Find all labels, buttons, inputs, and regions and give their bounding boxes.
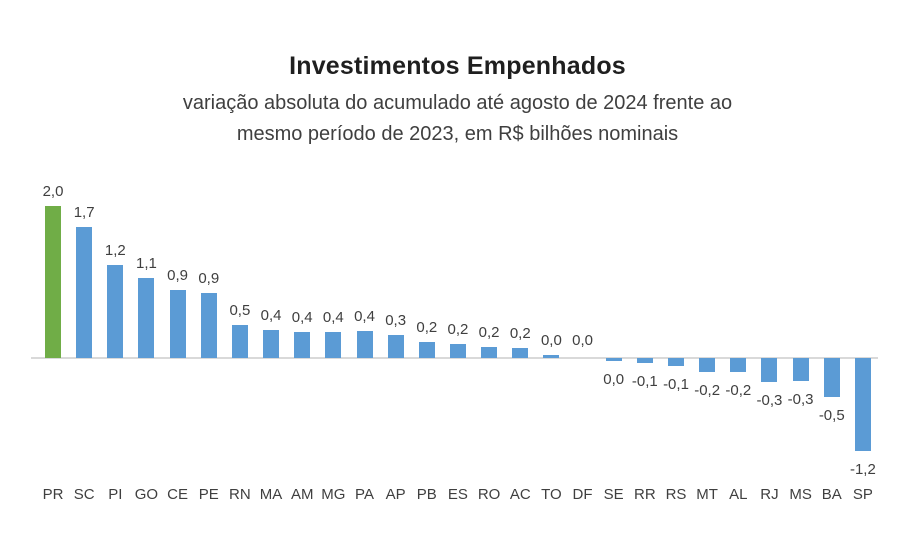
chart-subtitle-line-1: variação absoluta do acumulado até agost…	[182, 92, 733, 114]
value-label-rr: -0,1	[631, 373, 658, 391]
bar-ap	[387, 335, 404, 358]
value-label-sp: -1,2	[849, 461, 876, 479]
x-axis-label-pr: PR	[42, 486, 64, 503]
bar-ma	[263, 329, 280, 358]
bar-ro	[481, 346, 498, 358]
x-axis-label-pb: PB	[416, 486, 437, 503]
bar-ba	[823, 358, 840, 397]
value-label-am: 0,4	[291, 309, 313, 327]
bar-pb	[418, 342, 435, 358]
bar-rn	[231, 325, 248, 358]
value-label-al: -0,2	[725, 381, 752, 399]
bar-mt	[699, 358, 716, 372]
value-label-ba: -0,5	[818, 406, 845, 424]
x-axis-label-rs: RS	[665, 486, 687, 503]
x-axis-label-pe: PE	[198, 486, 219, 503]
bar-ce	[169, 290, 186, 358]
x-axis-label-to: TO	[541, 486, 562, 503]
bar-rj	[761, 358, 778, 382]
chart-subtitle-line-2: mesmo período de 2023, em R$ bilhões nom…	[236, 123, 679, 145]
bar-sp	[854, 358, 871, 452]
x-axis-label-ms: MS	[789, 486, 812, 503]
value-label-es: 0,2	[447, 320, 469, 338]
x-axis-label-rn: RN	[229, 486, 251, 503]
bar-go	[138, 278, 155, 358]
bar-to	[543, 355, 560, 358]
bar-ac	[512, 348, 529, 358]
bar-ms	[792, 358, 809, 381]
x-axis-label-rr: RR	[634, 486, 656, 503]
x-axis-label-se: SE	[603, 486, 624, 503]
value-label-pr: 2,0	[42, 183, 64, 200]
value-label-pi: 1,2	[104, 241, 126, 259]
value-label-sc: 1,7	[73, 204, 95, 222]
x-axis-label-go: GO	[134, 486, 159, 503]
bar-mg	[325, 332, 342, 358]
value-label-to: 0,0	[540, 332, 562, 349]
value-label-pe: 0,9	[198, 269, 220, 287]
value-label-ms: -0,3	[787, 390, 814, 408]
value-label-ap: 0,3	[385, 312, 407, 330]
bar-pa	[356, 331, 373, 358]
value-label-mt: -0,2	[694, 381, 721, 399]
x-axis-label-ce: CE	[167, 486, 189, 503]
x-axis-label-sp: SP	[852, 486, 873, 503]
value-label-pb: 0,2	[416, 319, 438, 337]
value-label-rs: -0,1	[663, 376, 689, 394]
bar-rs	[668, 358, 684, 367]
value-label-rj: -0,3	[756, 391, 783, 409]
x-axis-label-pa: PA	[355, 486, 374, 503]
bar-es	[449, 343, 466, 358]
bar-pe	[200, 292, 217, 358]
chart-subtitle: variação absoluta do acumulado até agost…	[0, 88, 915, 150]
value-label-mg: 0,4	[322, 309, 344, 327]
value-label-ma: 0,4	[260, 306, 282, 324]
chart-title: Investimentos Empenhados	[289, 52, 626, 80]
bar-se	[605, 358, 622, 362]
value-label-go: 1,1	[136, 255, 157, 273]
value-label-se: 0,0	[603, 371, 625, 389]
bar-rr	[636, 358, 653, 364]
bar-am	[294, 332, 311, 358]
bar-pr	[45, 206, 61, 358]
value-label-ce: 0,9	[167, 267, 189, 285]
x-axis-label-mt: MT	[696, 486, 718, 503]
x-axis-label-sc: SC	[73, 486, 95, 503]
value-label-ro: 0,2	[478, 323, 500, 341]
x-axis-label-ro: RO	[477, 486, 501, 503]
x-axis-label-ma: MA	[259, 486, 283, 503]
bar-sc	[76, 227, 93, 358]
x-axis-label-am: AM	[290, 486, 314, 503]
x-axis-label-es: ES	[447, 486, 468, 503]
value-label-df: 0,0	[572, 332, 593, 349]
bar-pi	[107, 264, 124, 358]
x-axis-label-al: AL	[729, 486, 748, 503]
value-label-ac: 0,2	[509, 325, 531, 343]
x-axis-label-df: DF	[572, 486, 593, 503]
x-axis-label-rj: RJ	[760, 486, 779, 503]
value-label-pa: 0,4	[354, 308, 375, 326]
x-axis-label-mg: MG	[321, 486, 346, 503]
x-axis-label-ac: AC	[509, 486, 531, 503]
value-label-rn: 0,5	[229, 302, 251, 320]
bar-al	[730, 358, 747, 372]
x-axis-label-pi: PI	[108, 486, 123, 503]
x-axis-label-ba: BA	[821, 486, 842, 503]
x-axis-label-ap: AP	[385, 486, 406, 503]
